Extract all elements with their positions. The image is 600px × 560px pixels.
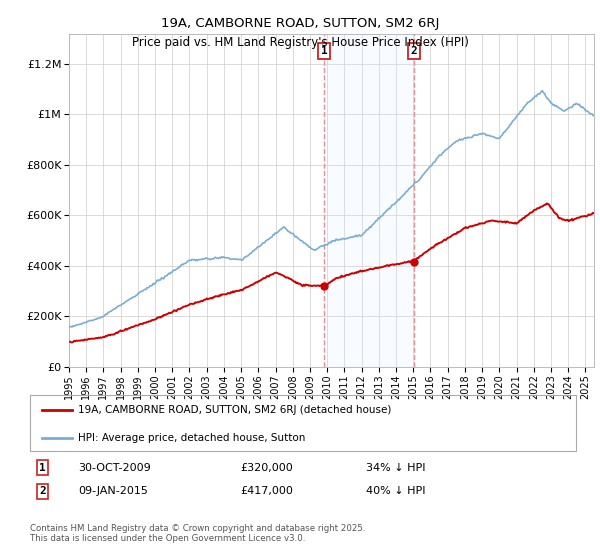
- Text: Contains HM Land Registry data © Crown copyright and database right 2025.
This d: Contains HM Land Registry data © Crown c…: [30, 524, 365, 543]
- Text: 1: 1: [321, 46, 328, 56]
- Text: 2: 2: [39, 486, 46, 496]
- Bar: [324, 34, 414, 367]
- Text: Price paid vs. HM Land Registry's House Price Index (HPI): Price paid vs. HM Land Registry's House …: [131, 36, 469, 49]
- Text: 40% ↓ HPI: 40% ↓ HPI: [366, 486, 425, 496]
- Text: 19A, CAMBORNE ROAD, SUTTON, SM2 6RJ: 19A, CAMBORNE ROAD, SUTTON, SM2 6RJ: [161, 17, 439, 30]
- Text: £320,000: £320,000: [240, 463, 293, 473]
- Text: HPI: Average price, detached house, Sutton: HPI: Average price, detached house, Sutt…: [78, 433, 305, 443]
- Text: 1: 1: [39, 463, 46, 473]
- Text: 09-JAN-2015: 09-JAN-2015: [78, 486, 148, 496]
- Text: 2: 2: [410, 46, 417, 56]
- Text: 30-OCT-2009: 30-OCT-2009: [78, 463, 151, 473]
- Text: £417,000: £417,000: [240, 486, 293, 496]
- Text: 19A, CAMBORNE ROAD, SUTTON, SM2 6RJ (detached house): 19A, CAMBORNE ROAD, SUTTON, SM2 6RJ (det…: [78, 405, 391, 415]
- Text: 34% ↓ HPI: 34% ↓ HPI: [366, 463, 425, 473]
